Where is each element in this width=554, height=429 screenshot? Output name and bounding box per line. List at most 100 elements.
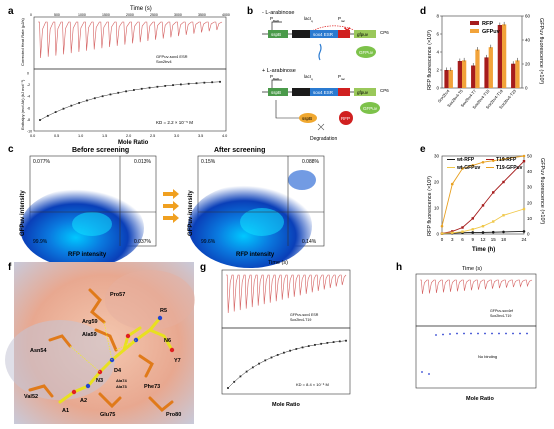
panel-c-left-q3: 99.9% — [33, 239, 48, 245]
top-tick-label: 500 — [54, 13, 60, 17]
panel-b-minus-arabinose: - L-arabinose — [262, 10, 294, 16]
legend-label: wt-GFPuv — [456, 165, 481, 171]
series-point — [450, 182, 454, 186]
top-tick-label: 0 — [30, 13, 32, 17]
panel-b-lower-ptac: Ptac — [338, 74, 346, 81]
isotherm-point — [449, 333, 451, 335]
panel-g-legend-1: GFPuv-sox4 ESR — [290, 313, 319, 317]
x-tick-label: 18 — [501, 237, 507, 242]
series-point — [502, 230, 505, 234]
series-point — [461, 167, 464, 170]
panel-b-upper-sox4-gene — [310, 30, 338, 38]
series-line — [441, 160, 525, 234]
series-line — [441, 155, 525, 227]
panel-c-right-q1: 0.15% — [201, 159, 216, 165]
series-point — [471, 164, 475, 167]
series-line — [441, 208, 525, 234]
isotherm-point — [435, 334, 437, 336]
panel-e-plot-frame — [441, 155, 525, 235]
left-tick-label: 0 — [436, 232, 439, 237]
panel-b-upper-sspb-label: sspB — [271, 32, 281, 37]
legend-label: RFP — [482, 21, 493, 27]
bar-gfpuv — [515, 60, 520, 88]
label-r5: R5 — [160, 308, 167, 314]
panel-b-upper-inhibit-arc — [305, 25, 355, 35]
bar-gfpuv — [475, 49, 480, 88]
panel-b-lower-rfp-gene — [338, 88, 350, 96]
panel-c-left-ylabel: GFPuv intensity — [20, 190, 26, 236]
bar-gfpuv — [462, 60, 467, 88]
series-point — [461, 226, 464, 229]
right-tick-label: 20 — [527, 200, 533, 205]
panel-h-xlabel: Mole Ratio — [466, 396, 494, 402]
panel-d: d Sox2bv4Sox2bv4-T5Sox2bv4-T7Sox2bv4-T15… — [420, 6, 544, 110]
label-n3: N3 — [96, 378, 103, 384]
label-glu75: Glu75 — [100, 412, 115, 418]
panel-b-upper-pbad-arrow — [271, 21, 282, 30]
series-point — [491, 159, 495, 162]
top-tick-label: 2500 — [150, 13, 158, 17]
panel-d-left-ylabel: RFP fluorescence (×10³) — [427, 30, 433, 90]
panel-c-arrows — [163, 189, 179, 223]
panel-d-right-ylabel: GFPuv fluorescence (×10³) — [538, 18, 544, 84]
x-tick-label: 12 — [480, 237, 486, 242]
panel-c-right-q3: 99.6% — [201, 239, 216, 245]
left-tick-label: 8 — [436, 14, 439, 19]
panel-b-upper-gfpuv-gene — [354, 30, 376, 38]
panel-a-xlabel: Mole Ratio — [118, 140, 149, 146]
panel-a-fit-curve — [39, 81, 221, 121]
panel-a-kd: KD = 2.2 × 10⁻⁵ M — [156, 120, 193, 125]
series-point — [491, 230, 495, 234]
left-tick-label: 20 — [434, 180, 440, 185]
y-tick-label: 0 — [27, 72, 29, 76]
panel-c-right-enriched-cluster — [288, 170, 316, 190]
series-point — [440, 224, 444, 228]
panel-b-sspb-arrow — [275, 100, 300, 119]
series-point — [502, 157, 505, 161]
panel-h-isotherm-points — [421, 332, 528, 375]
panel-f: f Pro57 Arg59 — [5, 262, 195, 424]
left-tick-label: 6 — [436, 32, 439, 37]
label-arg59: Arg59 — [82, 319, 98, 325]
series-line — [441, 230, 525, 235]
isotherm-point — [456, 332, 458, 335]
panel-b-sspb-protein-label: sspB — [302, 116, 312, 121]
panel-b-upper-ptac: Ptac — [338, 16, 346, 23]
legend-label: T19-RFP — [496, 157, 517, 163]
panel-c-left-q2: 0.013% — [134, 159, 152, 165]
panel-h-time-axis-label: Time (s) — [462, 266, 482, 272]
panel-letter-d: d — [420, 6, 426, 17]
panel-g-isotherm-points — [227, 339, 347, 389]
panel-h-legend-1: GFPuv-sox4ef — [490, 309, 513, 313]
x-tick-label: 2.5 — [150, 134, 155, 138]
isotherm-point — [428, 373, 430, 375]
panel-a-heat-trace — [38, 21, 223, 59]
panel-a-bottom-frame — [33, 68, 227, 132]
panel-c-right-title: After screening — [214, 147, 265, 154]
series-point — [502, 214, 505, 217]
panel-b-lower-cp6: CP6 — [380, 88, 389, 93]
panel-c-left-core — [72, 212, 112, 236]
panel-g: g Time (s) GFPuv-sox4 ESR Sox2bv4-T19 KD… — [200, 260, 351, 408]
bar-rfp — [457, 61, 462, 88]
x-tick-label: 9 — [471, 237, 474, 242]
panel-f-surface-shade-1 — [5, 320, 115, 400]
legend-label: wt-RFP — [456, 157, 475, 163]
x-tick-label: 4.0 — [222, 134, 227, 138]
top-tick-label: 3500 — [198, 13, 206, 17]
panel-b-lower-laciq: lacIq — [304, 74, 313, 81]
panel-c-right-core — [240, 208, 284, 236]
panel-c-right-ylabel: GFPuv intensity — [188, 190, 194, 236]
series-point — [522, 207, 526, 211]
panel-b-upper-block-gene — [292, 30, 310, 38]
top-tick-label: 4000 — [222, 13, 230, 17]
legend-swatch — [470, 21, 479, 25]
series-point — [451, 231, 454, 234]
series-point — [492, 220, 495, 223]
x-tick-label: 0.5 — [54, 134, 59, 138]
panel-b-upper-gfp-protein — [356, 46, 376, 58]
panel-b-rfp-protein — [339, 111, 353, 125]
panel-b-lower-gfp-protein-label: GFPuv — [363, 106, 378, 111]
isotherm-point — [498, 332, 500, 335]
